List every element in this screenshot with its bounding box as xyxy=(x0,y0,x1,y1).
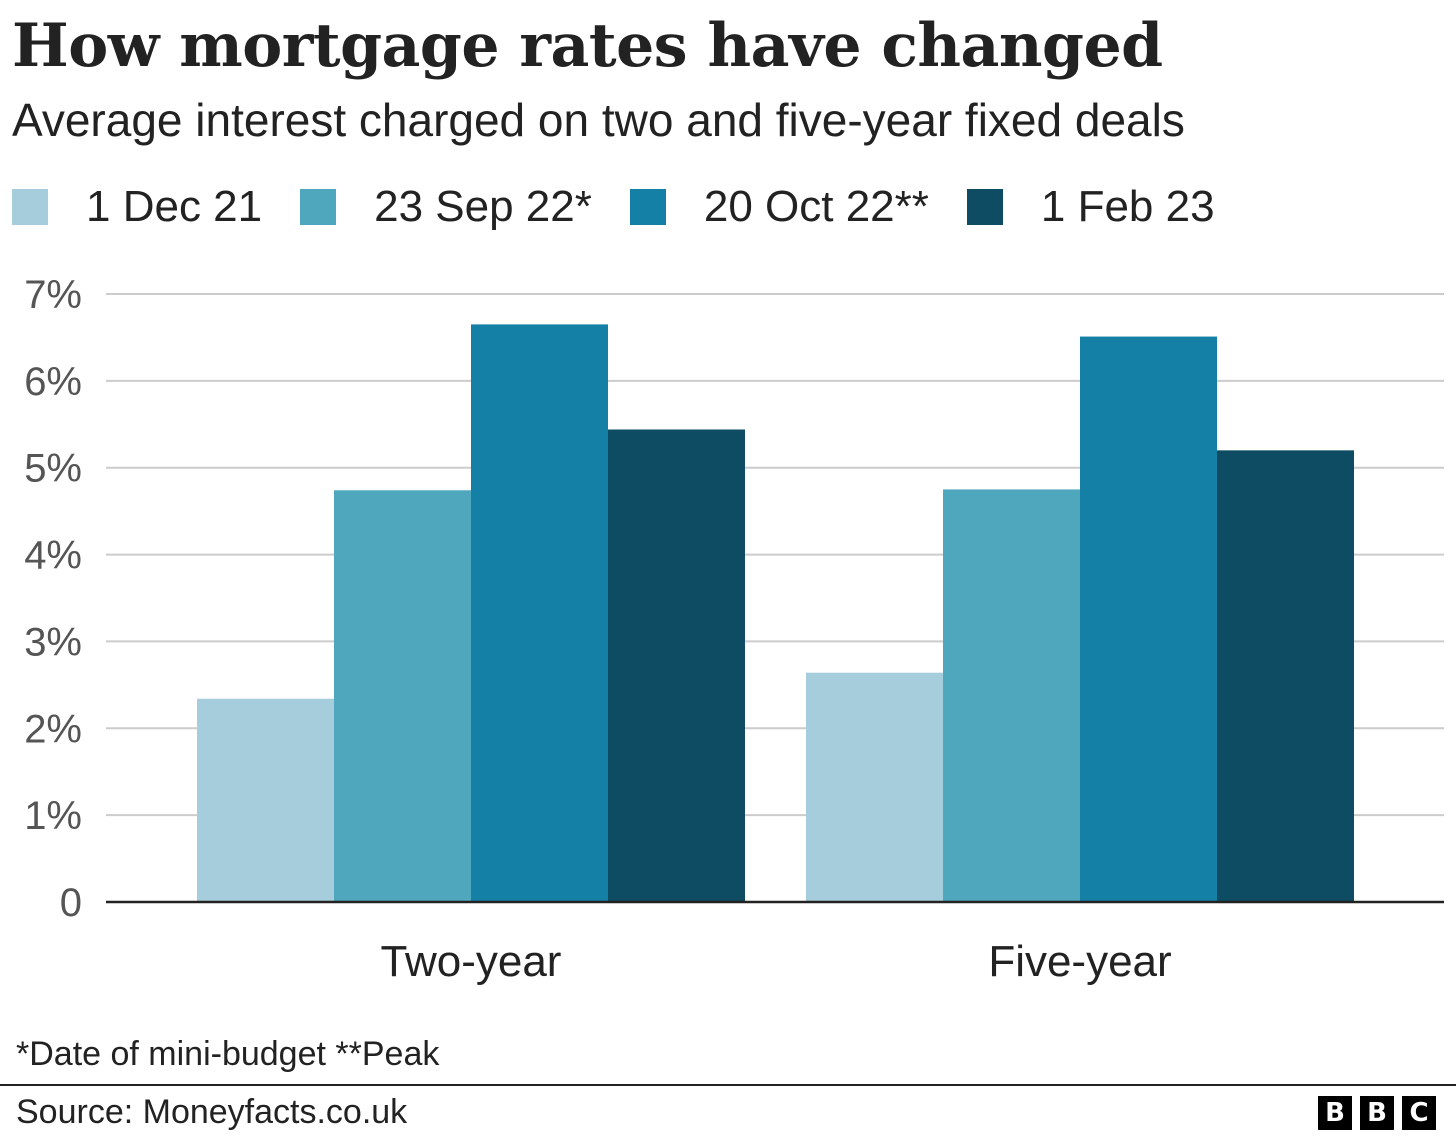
bar xyxy=(197,698,334,902)
chart-legend: 1 Dec 21 23 Sep 22* 20 Oct 22** 1 Feb 23 xyxy=(12,180,1253,234)
y-tick-label: 0 xyxy=(60,881,82,925)
legend-item: 23 Sep 22* xyxy=(300,180,592,234)
bbc-logo-block: B xyxy=(1318,1096,1352,1130)
bbc-logo: B B C xyxy=(1310,1096,1436,1130)
legend-item: 1 Dec 21 xyxy=(12,180,262,234)
legend-swatch xyxy=(300,189,337,225)
bar xyxy=(1080,336,1217,902)
x-category-label: Two-year xyxy=(381,937,562,986)
legend-label: 1 Dec 21 xyxy=(86,182,263,231)
bar xyxy=(806,672,943,902)
legend-label: 23 Sep 22* xyxy=(374,182,592,231)
footer-divider xyxy=(0,1084,1456,1086)
bar xyxy=(943,489,1080,902)
legend-swatch xyxy=(966,189,1003,225)
bbc-logo-block: B xyxy=(1360,1096,1394,1130)
y-tick-label: 6% xyxy=(24,360,82,404)
legend-swatch xyxy=(629,189,666,225)
chart-title: How mortgage rates have changed xyxy=(12,11,1163,81)
bar xyxy=(471,324,608,902)
y-tick-label: 5% xyxy=(24,447,82,491)
legend-swatch xyxy=(12,189,48,225)
bar xyxy=(608,429,745,902)
bar xyxy=(1217,450,1354,902)
y-tick-label: 2% xyxy=(24,707,82,751)
legend-item: 1 Feb 23 xyxy=(966,180,1215,234)
y-tick-label: 7% xyxy=(24,273,82,317)
y-tick-label: 3% xyxy=(24,620,82,664)
legend-label: 1 Feb 23 xyxy=(1040,182,1215,231)
bar-chart: 0 1% 2% 3% 4% 5% 6% 7% Two-year Five-year xyxy=(24,273,1444,986)
chart-subtitle: Average interest charged on two and five… xyxy=(12,94,1185,146)
footnote: *Date of mini-budget **Peak xyxy=(16,1035,440,1073)
legend-label: 20 Oct 22** xyxy=(703,182,929,231)
y-tick-label: 4% xyxy=(24,534,82,578)
legend-item: 20 Oct 22** xyxy=(629,180,929,234)
bbc-logo-block: C xyxy=(1402,1096,1436,1130)
x-category-label: Five-year xyxy=(988,937,1171,986)
source-credit: Source: Moneyfacts.co.uk xyxy=(16,1093,408,1131)
y-tick-label: 1% xyxy=(24,794,82,838)
bar xyxy=(334,490,471,902)
